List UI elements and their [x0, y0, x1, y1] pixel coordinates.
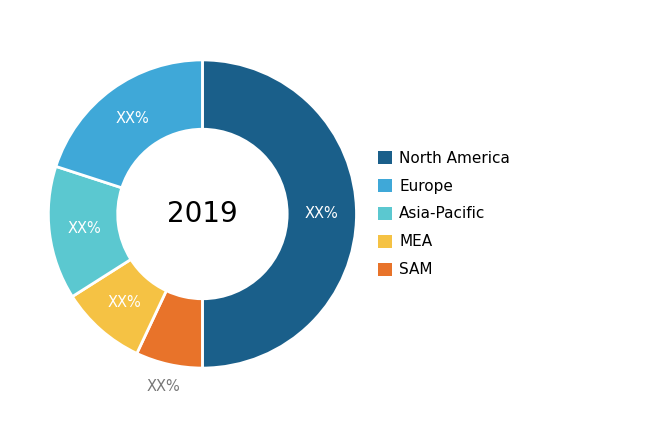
Text: XX%: XX%	[147, 380, 181, 395]
Wedge shape	[202, 60, 357, 368]
Wedge shape	[56, 60, 202, 188]
Wedge shape	[137, 291, 202, 368]
Text: XX%: XX%	[107, 295, 141, 310]
Text: 2019: 2019	[167, 200, 238, 228]
Text: XX%: XX%	[116, 110, 150, 125]
Text: XX%: XX%	[304, 206, 338, 222]
Text: XX%: XX%	[68, 221, 102, 236]
Legend: North America, Europe, Asia-Pacific, MEA, SAM: North America, Europe, Asia-Pacific, MEA…	[372, 144, 517, 284]
Wedge shape	[72, 259, 167, 354]
Wedge shape	[48, 166, 131, 297]
